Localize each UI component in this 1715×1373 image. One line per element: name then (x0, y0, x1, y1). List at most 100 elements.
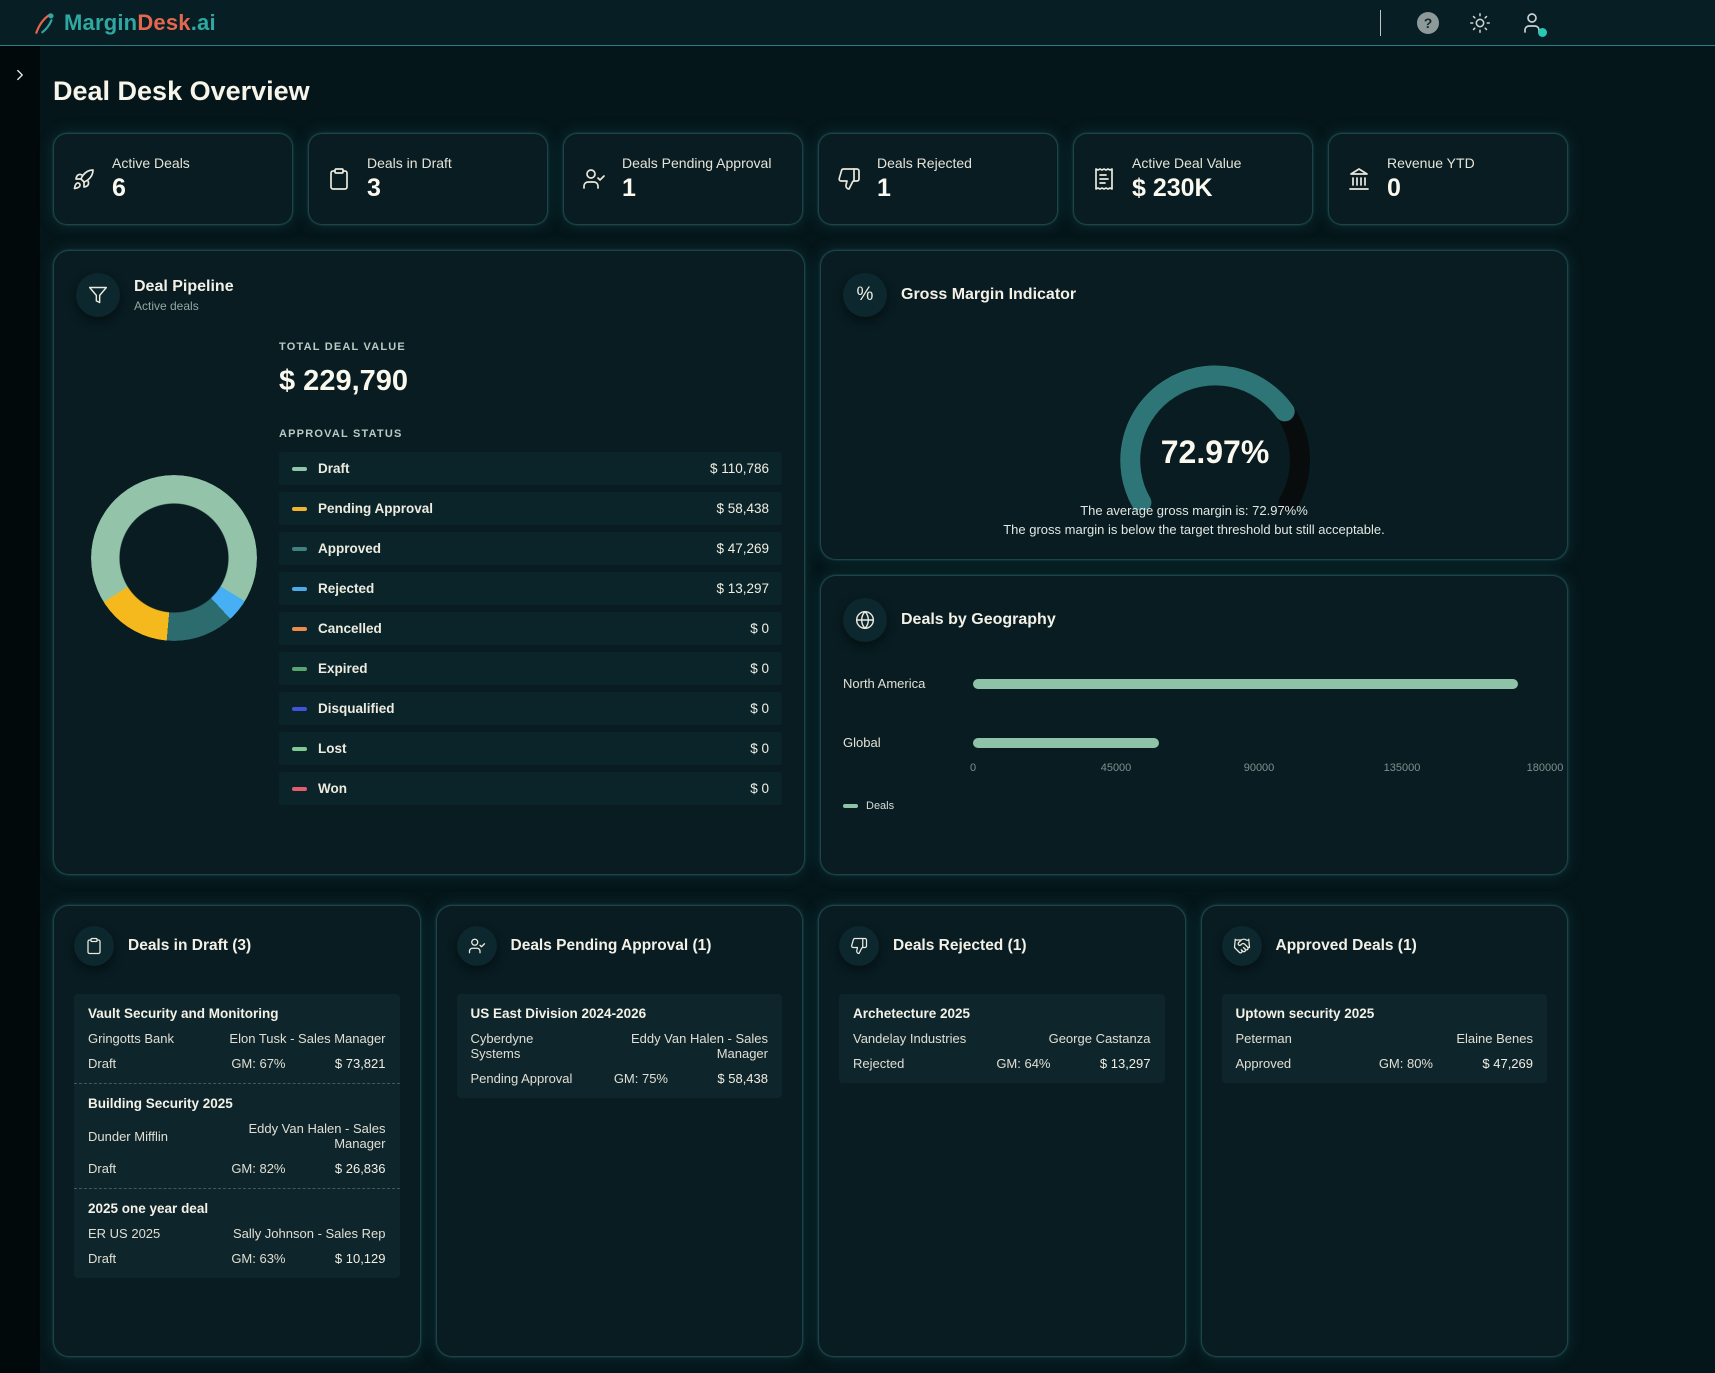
thumbs-down-icon (838, 168, 860, 190)
geo-icon-circle (843, 598, 887, 642)
online-status-dot (1538, 27, 1547, 37)
pipeline-subtitle: Active deals (134, 298, 199, 313)
status-chip (292, 626, 307, 631)
kpi-active-deal-value: Active Deal Value $ 230K (1073, 133, 1313, 225)
total-deal-value: $ 229,790 (279, 365, 409, 397)
deal-item[interactable]: 2025 one year deal ER US 2025 Sally John… (74, 1188, 400, 1278)
status-chip (292, 506, 307, 511)
kpi-row: Active Deals 6 Deals in Draft 3 Deals Pe… (53, 133, 1568, 225)
geo-category-label: Global (843, 735, 881, 750)
deals-pending-approval-card: Deals Pending Approval (1) US East Divis… (435, 905, 803, 1357)
pipeline-icon-circle (76, 273, 120, 317)
gauge-value: 72.97% (1161, 434, 1270, 470)
clipboard-icon (87, 937, 101, 955)
bank-icon (1349, 168, 1369, 190)
legend-dash (843, 804, 858, 808)
brand-name: MarginDesk.ai (64, 9, 216, 35)
status-chip (292, 706, 307, 711)
status-chip (292, 666, 307, 671)
deals-by-geography-card: Deals by Geography North America Global … (820, 575, 1568, 875)
status-row-won: Won $ 0 (279, 772, 782, 805)
geo-x-axis: 0 45000 90000 135000 180000 (969, 762, 1564, 774)
gauge-title: Gross Margin Indicator (901, 286, 1077, 303)
user-menu-button[interactable] (1519, 10, 1547, 37)
status-chip (292, 746, 307, 751)
collapsed-sidebar (0, 46, 40, 1373)
status-row-expired: Expired $ 0 (279, 652, 782, 685)
deal-pipeline-card: Deal Pipeline Active deals TOTAL DEAL VA… (53, 250, 805, 875)
kpi-revenue-ytd: Revenue YTD 0 (1328, 133, 1568, 225)
pipeline-title: Deal Pipeline (134, 277, 234, 295)
page-title: Deal Desk Overview (53, 76, 310, 106)
status-chip (292, 466, 307, 471)
sidebar-expand-chevron-icon[interactable] (11, 66, 29, 84)
card-title: Approved Deals (1) (1275, 937, 1417, 954)
deal-item[interactable]: US East Division 2024-2026 Cyberdyne Sys… (470, 1006, 769, 1086)
top-header-bar: MarginDesk.ai ? (0, 0, 1715, 46)
geo-category-label: North America (843, 676, 926, 691)
gross-margin-card: % Gross Margin Indicator 72.97% The aver… (820, 250, 1568, 560)
kpi-label: Deals Pending Approval (622, 155, 772, 171)
logo-icon (35, 12, 54, 34)
thumbs-down-icon (851, 937, 868, 955)
status-row-draft: Draft $ 110,786 (279, 452, 782, 485)
main-area: Deal Desk Overview Active Deals 6 Deals … (40, 46, 1715, 1373)
approval-status-label: APPROVAL STATUS (279, 428, 403, 440)
card-title: Deals Pending Approval (1) (510, 937, 712, 954)
gauge-caption-1: The average gross margin is: 72.97%% (1080, 503, 1308, 518)
header-divider (1380, 9, 1381, 36)
draft-icon-circle (74, 926, 114, 966)
percent-icon: % (856, 284, 874, 305)
pipeline-donut (90, 475, 257, 641)
geo-bar-chart: North America Global 0 45000 90000 13500… (843, 676, 1564, 812)
geo-title: Deals by Geography (901, 611, 1056, 628)
kpi-deals-in-draft: Deals in Draft 3 (308, 133, 548, 225)
clipboard-icon (330, 168, 348, 190)
card-title: Deals Rejected (1) (893, 937, 1027, 954)
status-chip (292, 586, 307, 591)
kpi-value: 0 (1387, 174, 1401, 202)
kpi-label: Deals Rejected (877, 155, 972, 171)
deal-item[interactable]: Vault Security and Monitoring Gringotts … (88, 1006, 386, 1071)
user-check-icon (468, 938, 485, 954)
total-deal-value-label: TOTAL DEAL VALUE (279, 341, 406, 353)
deal-item[interactable]: Building Security 2025 Dunder Mifflin Ed… (74, 1083, 400, 1188)
geo-bar (973, 678, 1518, 689)
status-row-disqualified: Disqualified $ 0 (279, 692, 782, 725)
status-chip (292, 786, 307, 791)
gauge-caption-2: The gross margin is below the target thr… (1003, 522, 1385, 537)
kpi-deals-rejected: Deals Rejected 1 (818, 133, 1058, 225)
kpi-label: Deals in Draft (367, 155, 452, 171)
geo-legend: Deals (843, 800, 1545, 812)
help-button[interactable]: ? (1415, 10, 1441, 36)
geo-bar (973, 737, 1159, 748)
user-check-icon (583, 169, 605, 189)
gauge-fill-arc (1120, 365, 1295, 513)
pending-icon-circle (456, 926, 497, 966)
status-row-cancelled: Cancelled $ 0 (279, 612, 782, 645)
status-row-rejected: Rejected $ 13,297 (279, 572, 782, 605)
brand-logo: MarginDesk.ai (32, 10, 216, 36)
card-title: Deals in Draft (3) (128, 937, 252, 954)
globe-icon (855, 610, 875, 630)
kpi-value: 1 (622, 174, 636, 202)
gauge-chart: 72.97% (1065, 325, 1365, 515)
status-row-approved: Approved $ 47,269 (279, 532, 782, 565)
deal-item[interactable]: Uptown security 2025 Peterman Elaine Ben… (1235, 1006, 1534, 1071)
funnel-icon (88, 286, 108, 304)
status-row-pending-approval: Pending Approval $ 58,438 (279, 492, 782, 525)
approved-deals-card: Approved Deals (1) Uptown security 2025 … (1200, 905, 1568, 1357)
gauge-icon-circle: % (843, 273, 887, 317)
help-icon: ? (1417, 11, 1439, 34)
legend-label: Deals (866, 800, 895, 812)
kpi-value: 1 (877, 174, 891, 202)
kpi-value: $ 230K (1132, 174, 1213, 202)
handshake-icon (1233, 938, 1250, 954)
deal-item[interactable]: Archetecture 2025 Vandelay Industries Ge… (853, 1006, 1151, 1071)
rocket-icon (73, 169, 94, 190)
deals-rejected-card: Deals Rejected (1) Archetecture 2025 Van… (818, 905, 1186, 1357)
invoice-icon (1095, 168, 1113, 190)
theme-toggle-button[interactable] (1467, 10, 1493, 36)
deals-in-draft-card: Deals in Draft (3) Vault Security and Mo… (53, 905, 421, 1357)
status-row-lost: Lost $ 0 (279, 732, 782, 765)
